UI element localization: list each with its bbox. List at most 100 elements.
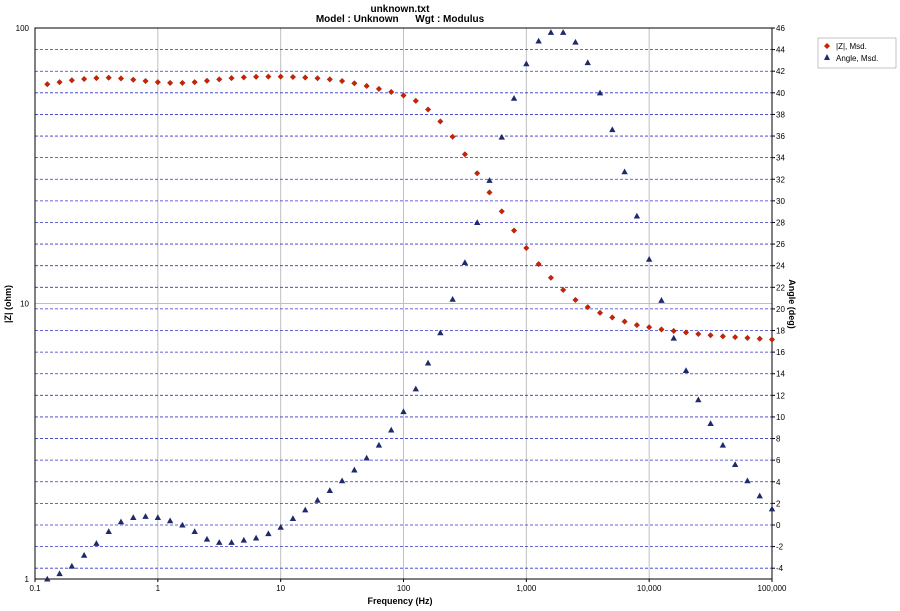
chart-title: unknown.txt xyxy=(371,4,431,15)
impedance-point xyxy=(154,79,161,86)
angle-point xyxy=(314,496,321,503)
impedance-point xyxy=(56,79,63,86)
angle-point xyxy=(645,256,653,262)
y2-tick-label: 22 xyxy=(776,283,785,292)
y2-tick-label: 18 xyxy=(776,327,785,336)
y2-tick-label: 42 xyxy=(776,67,785,76)
impedance-point xyxy=(93,75,100,82)
impedance-point xyxy=(400,92,407,99)
impedance-point xyxy=(486,189,493,196)
impedance-point xyxy=(768,336,776,343)
angle-point xyxy=(695,396,702,403)
impedance-point xyxy=(756,335,763,342)
angle-point xyxy=(80,552,88,558)
impedance-point xyxy=(425,106,432,113)
legend: |Z|, Msd. Angle, Msd. xyxy=(817,37,897,69)
angle-point xyxy=(56,570,63,577)
y2-tick-label: 46 xyxy=(776,24,785,33)
angle-point xyxy=(473,219,481,226)
impedance-point xyxy=(44,81,51,88)
y-tick-label: 100 xyxy=(16,24,30,33)
y2-tick-label: 36 xyxy=(776,132,785,141)
y2-tick-label: 8 xyxy=(776,435,781,444)
impedance-point xyxy=(695,330,702,338)
legend-marker-impedance xyxy=(824,43,830,49)
angle-point xyxy=(461,259,469,266)
series-angle xyxy=(44,29,776,582)
angle-point xyxy=(486,177,493,183)
angle-point xyxy=(191,528,198,535)
x-tick-label: 100,000 xyxy=(758,584,787,593)
y-axis-label: |Z| (ohm) xyxy=(3,285,13,323)
y2-tick-label: 30 xyxy=(776,197,785,206)
impedance-point xyxy=(732,334,739,341)
y2-tick-label: 40 xyxy=(776,89,785,98)
x-tick-label: 1 xyxy=(156,584,161,593)
impedance-point xyxy=(682,329,690,336)
x-axis-ticks: 0.1 1 10 100 1,000 10,000 100,000 xyxy=(29,579,787,593)
impedance-point xyxy=(560,286,567,293)
legend-entry-angle: Angle, Msd. xyxy=(836,54,878,63)
impedance-point xyxy=(498,208,505,215)
angle-point xyxy=(658,297,665,303)
impedance-point xyxy=(68,77,75,84)
angle-point xyxy=(252,534,260,541)
angle-point xyxy=(633,212,641,219)
impedance-point xyxy=(179,79,186,86)
angle-point xyxy=(584,59,591,66)
impedance-point xyxy=(105,74,112,81)
y2-tick-label: 24 xyxy=(776,262,785,271)
angle-point xyxy=(363,454,370,461)
impedance-point xyxy=(707,332,714,339)
impedance-point xyxy=(609,314,616,321)
angle-point xyxy=(412,385,419,392)
angle-point xyxy=(547,29,555,35)
y2-axis-ticks: -4-2024681012141618202224262830323436384… xyxy=(772,24,785,573)
angle-point xyxy=(596,89,604,96)
angle-point xyxy=(302,506,309,513)
y2-tick-label: 6 xyxy=(776,456,781,465)
angle-point xyxy=(240,536,248,543)
impedance-point xyxy=(363,82,370,89)
angle-point xyxy=(228,539,235,545)
y2-tick-label: 32 xyxy=(776,175,785,184)
angle-point xyxy=(326,487,334,493)
angle-point xyxy=(768,505,776,512)
angle-point xyxy=(498,133,505,140)
y2-tick-label: 28 xyxy=(776,218,785,227)
angle-point xyxy=(375,441,383,448)
y2-tick-label: 4 xyxy=(776,478,781,487)
angle-point xyxy=(93,540,100,546)
impedance-point xyxy=(412,97,419,104)
angle-point xyxy=(216,539,223,545)
impedance-point xyxy=(511,227,518,234)
impedance-point xyxy=(449,133,456,140)
impedance-point xyxy=(646,324,653,331)
impedance-point xyxy=(253,73,260,80)
angle-point xyxy=(609,126,616,133)
angle-point xyxy=(44,575,51,582)
angle-point xyxy=(351,466,358,473)
angle-point xyxy=(130,514,137,520)
x-tick-label: 0.1 xyxy=(29,584,41,593)
legend-box xyxy=(817,37,897,69)
y-tick-label: 10 xyxy=(20,300,29,309)
angle-point xyxy=(424,359,432,366)
impedance-point xyxy=(289,73,296,81)
y2-tick-label: 14 xyxy=(776,370,785,379)
angle-point xyxy=(142,513,149,519)
angle-point xyxy=(437,329,444,336)
impedance-point xyxy=(633,322,640,329)
impedance-point xyxy=(584,304,591,311)
angle-point xyxy=(572,38,579,45)
angle-point xyxy=(707,420,714,426)
impedance-point xyxy=(535,261,542,268)
impedance-point xyxy=(351,80,358,87)
y2-tick-label: 10 xyxy=(776,413,785,422)
impedance-point xyxy=(130,76,137,83)
y2-tick-label: 34 xyxy=(776,154,785,163)
angle-point xyxy=(731,461,739,468)
impedance-point xyxy=(216,76,223,83)
